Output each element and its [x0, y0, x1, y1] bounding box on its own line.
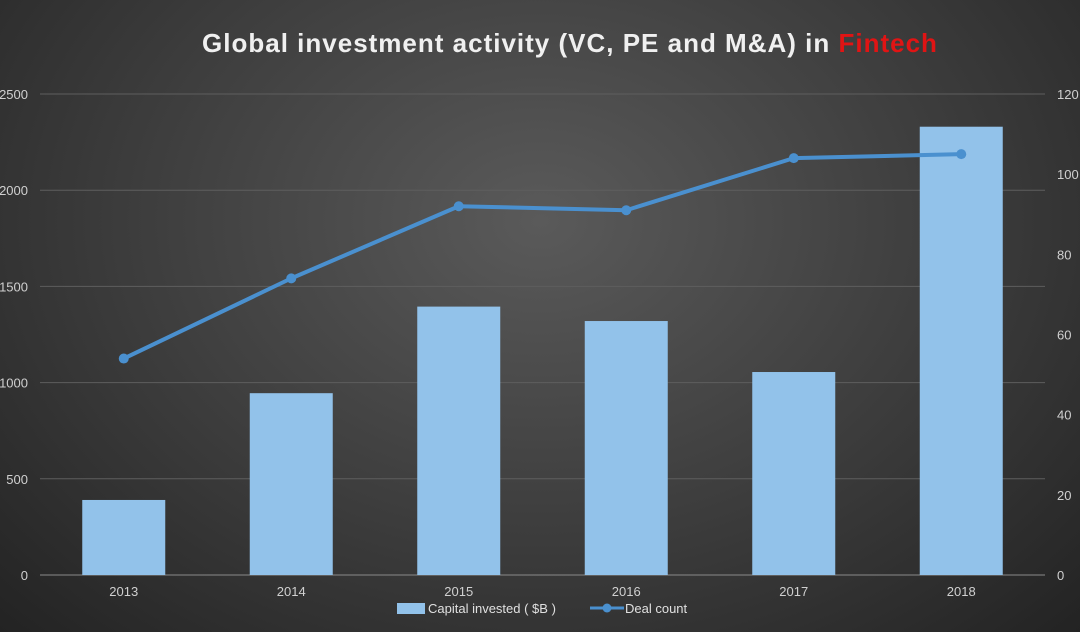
axes: 0 500 1000 1500 2000 2500 0 20 40 60 80 100 120 2013 2…: [0, 87, 1079, 599]
chart-title-highlight: Fintech: [838, 28, 938, 58]
chart-title-text: Global investment activity (VC, PE and M…: [202, 28, 839, 58]
deal-count-point: [788, 153, 799, 164]
x-tick-label: 2015: [444, 584, 473, 599]
x-tick-label: 2014: [277, 584, 306, 599]
legend-swatch-capital: [397, 603, 425, 614]
bars: [82, 126, 1003, 575]
y-left-tick-label: 1000: [0, 376, 28, 391]
legend-label-capital: Capital invested ( $B ): [428, 601, 556, 616]
deal-count-point: [118, 353, 129, 364]
chart-title: Global investment activity (VC, PE and M…: [0, 28, 1080, 59]
y-left-tick-label: 1500: [0, 279, 28, 294]
x-tick-label: 2018: [947, 584, 976, 599]
y-left-tick-label: 2500: [0, 87, 28, 102]
deal-count-line-group: [118, 149, 967, 364]
capital-bar: [919, 126, 1003, 575]
legend-swatch-deal-marker: [602, 603, 612, 613]
grid: [40, 93, 1045, 576]
capital-bar: [417, 306, 501, 575]
y-right-tick-label: 20: [1057, 488, 1071, 503]
y-right-tick-label: 40: [1057, 408, 1071, 423]
legend-label-deal: Deal count: [625, 601, 688, 616]
deal-count-point: [956, 149, 967, 160]
x-tick-label: 2017: [779, 584, 808, 599]
capital-bar: [82, 499, 166, 575]
legend: Capital invested ( $B ) Deal count: [397, 601, 688, 616]
deal-count-point: [453, 201, 464, 212]
deal-count-point: [621, 205, 632, 216]
y-right-tick-label: 100: [1057, 167, 1079, 182]
capital-bar: [752, 372, 836, 575]
y-right-tick-label: 120: [1057, 87, 1079, 102]
x-tick-label: 2016: [612, 584, 641, 599]
y-right-tick-label: 80: [1057, 247, 1071, 262]
y-right-tick-label: 0: [1057, 568, 1064, 583]
y-right-tick-label: 60: [1057, 328, 1071, 343]
deal-count-line: [121, 152, 964, 361]
y-left-tick-label: 500: [6, 472, 28, 487]
y-left-tick-label: 0: [21, 568, 28, 583]
y-left-tick-label: 2000: [0, 183, 28, 198]
x-tick-label: 2013: [109, 584, 138, 599]
capital-bar: [584, 321, 668, 575]
capital-bar: [249, 393, 333, 575]
deal-count-point: [286, 273, 297, 284]
